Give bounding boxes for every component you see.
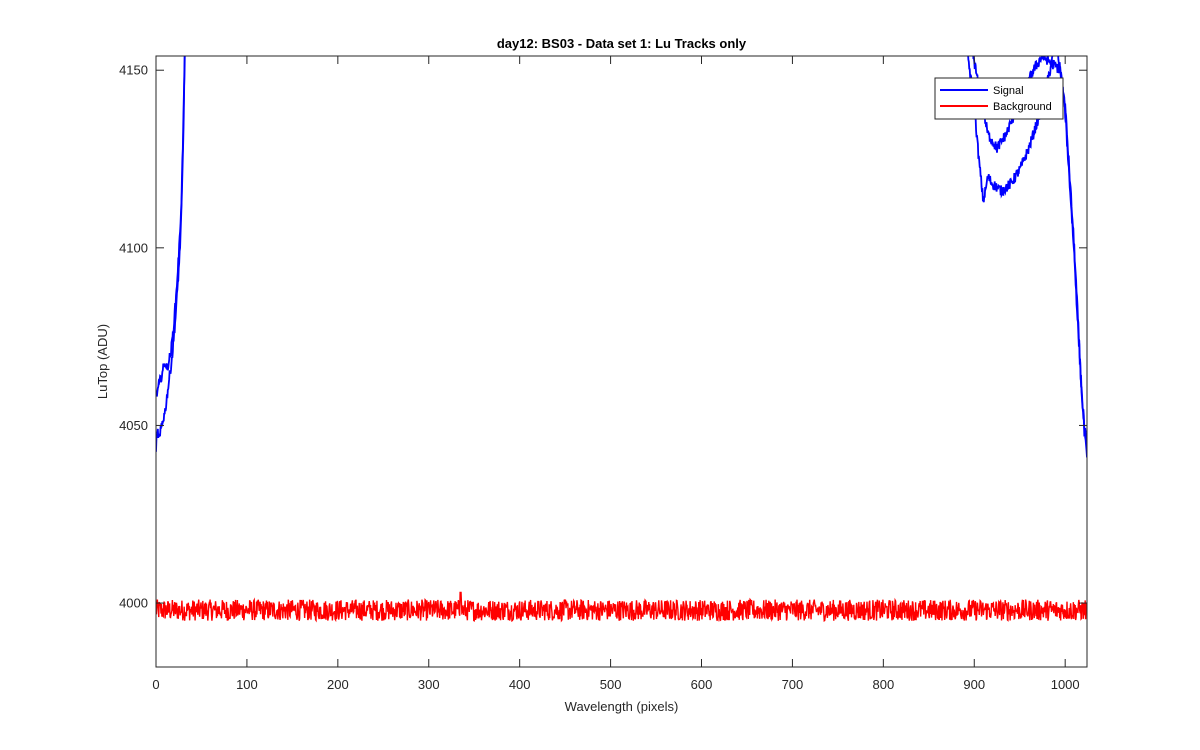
x-tick-label-800: 800 (872, 677, 894, 692)
y-tick-label-4050: 4050 (119, 418, 148, 433)
y-tick-label-4000: 4000 (119, 596, 148, 611)
x-tick-label-500: 500 (600, 677, 622, 692)
x-tick-label-200: 200 (327, 677, 349, 692)
signal-series-line-0 (156, 56, 186, 452)
x-tick-label-0: 0 (152, 677, 159, 692)
x-tick-label-600: 600 (691, 677, 713, 692)
x-tick-label-900: 900 (963, 677, 985, 692)
x-tick-label-700: 700 (782, 677, 804, 692)
x-axis-label: Wavelength (pixels) (565, 699, 679, 714)
x-tick-label-400: 400 (509, 677, 531, 692)
tick-layer: 0 100 200 300 400 500 600 700 800 900 1000 4000 4050… (119, 56, 1087, 692)
axes-box (155, 55, 1088, 668)
background-series-line (156, 591, 1087, 623)
x-tick-label-1000: 1000 (1051, 677, 1080, 692)
legend-box (934, 77, 1064, 120)
plot-area (156, 56, 1087, 667)
legend-signal-label: Signal (993, 85, 1024, 97)
chart-title: day12: BS03 - Data set 1: Lu Tracks only (497, 36, 747, 51)
y-axis-label: LuTop (ADU) (95, 324, 110, 399)
y-tick-label-4100: 4100 (119, 240, 148, 255)
y-tick-label-4150: 4150 (119, 63, 148, 78)
signal-series-line-1 (156, 56, 186, 397)
x-tick-label-300: 300 (418, 677, 440, 692)
legend-background-label: Background (993, 101, 1052, 113)
legend: Signal Background (934, 77, 1064, 120)
x-tick-label-100: 100 (236, 677, 258, 692)
